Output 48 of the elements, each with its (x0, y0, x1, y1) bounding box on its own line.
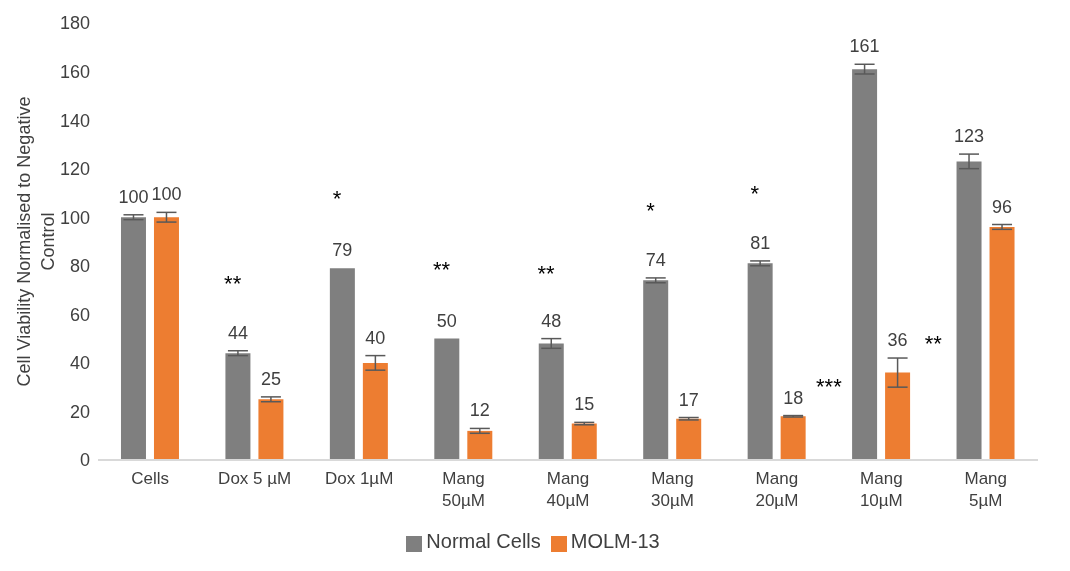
y-tick-label: 40 (69, 353, 90, 374)
data-label: 161 (849, 36, 880, 57)
data-label: 25 (260, 368, 281, 389)
legend-label: MOLM-13 (570, 530, 660, 552)
y-tick-label: 80 (69, 256, 90, 277)
x-tick-label: Cells (131, 469, 170, 488)
data-label: 17 (678, 389, 699, 410)
x-tick-label: Dox 5 µM (218, 469, 292, 488)
data-label: 100 (118, 186, 149, 207)
y-tick-label: 180 (59, 13, 90, 34)
y-tick-label: 100 (59, 207, 90, 228)
x-tick-label: Dox 1µM (324, 469, 394, 488)
data-label: 48 (541, 310, 562, 331)
data-label: 81 (750, 232, 771, 253)
legend-label: Normal Cells (426, 530, 541, 552)
annotation: *** (816, 374, 843, 400)
y-tick-label: 20 (69, 401, 90, 422)
data-label: 40 (365, 327, 386, 348)
y-tick-label: 140 (59, 110, 90, 131)
annotation: ** (924, 330, 943, 356)
data-label: 100 (151, 184, 182, 205)
data-label: 74 (645, 249, 666, 270)
data-label: 50 (436, 310, 457, 331)
x-tick-label: Mang 20µM (755, 469, 799, 510)
data-label: 96 (992, 196, 1013, 217)
y-tick-label: 120 (59, 159, 90, 180)
annotation: ** (537, 261, 555, 287)
x-tick-label: Mang 40µM (546, 469, 590, 510)
y-tick-label: 0 (79, 450, 90, 471)
data-label: 12 (469, 400, 490, 421)
x-tick-label: Mang 50µM (442, 469, 485, 510)
annotation: * (646, 198, 656, 224)
x-tick-label: Mang 10µM (859, 469, 903, 510)
annotation: ** (224, 271, 242, 297)
y-tick-label: 160 (59, 61, 90, 82)
data-label: 18 (783, 387, 804, 408)
annotation: * (332, 186, 342, 212)
data-label: 123 (954, 126, 985, 147)
annotation: ** (432, 256, 451, 282)
x-tick-label: Mang 30µM (651, 469, 694, 510)
data-label: 15 (574, 394, 595, 415)
data-label: 44 (227, 322, 248, 343)
y-axis-title: Cell Viability Normalised to Negative Control (14, 96, 58, 387)
annotation: * (750, 181, 760, 207)
data-label: 36 (887, 330, 908, 351)
x-tick-label: Mang 5µM (964, 469, 1008, 510)
y-tick-label: 60 (69, 304, 90, 325)
data-label: 79 (332, 240, 353, 261)
